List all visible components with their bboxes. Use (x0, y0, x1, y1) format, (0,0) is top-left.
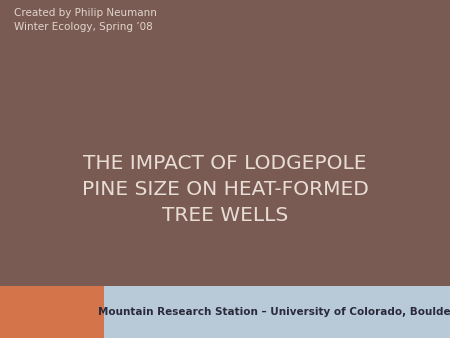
Bar (0, 286, 104, 338)
Text: Winter Ecology, Spring ’08: Winter Ecology, Spring ’08 (14, 22, 152, 32)
Bar (104, 286, 450, 338)
Text: THE IMPACT OF LODGEPOLE
PINE SIZE ON HEAT-FORMED
TREE WELLS: THE IMPACT OF LODGEPOLE PINE SIZE ON HEA… (81, 154, 369, 224)
Text: Mountain Research Station – University of Colorado, Boulder: Mountain Research Station – University o… (98, 307, 450, 317)
Text: Created by Philip Neumann: Created by Philip Neumann (14, 8, 157, 19)
